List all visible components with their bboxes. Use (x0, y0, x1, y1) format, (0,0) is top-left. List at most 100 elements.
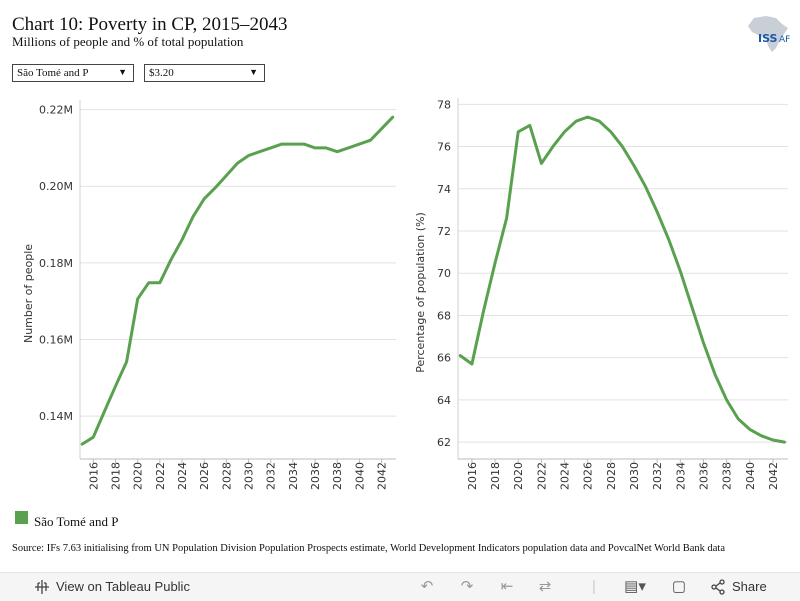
data-point[interactable] (290, 141, 296, 147)
x-tick-label: 2032 (651, 462, 664, 490)
fullscreen-icon[interactable]: ▢ (671, 578, 687, 595)
data-point[interactable] (654, 209, 660, 215)
y-axis-title: Number of people (22, 244, 35, 343)
data-point[interactable] (585, 114, 591, 120)
data-point[interactable] (666, 236, 672, 242)
data-point[interactable] (504, 215, 510, 221)
data-point[interactable] (112, 383, 118, 389)
data-point[interactable] (345, 145, 351, 151)
data-point[interactable] (157, 280, 163, 286)
chart-percentage-of-population: 62 64 66 68 70 72 74 76 78 2016 2018 2020 2022 2024 20… (414, 98, 788, 490)
revert-icon[interactable]: ⇤ (500, 578, 514, 595)
data-point[interactable] (90, 434, 96, 440)
data-point[interactable] (735, 416, 741, 422)
data-point[interactable] (268, 145, 274, 151)
y-tick-label: 0.20M (39, 180, 73, 193)
threshold-dropdown-value: $3.20 (149, 67, 174, 79)
data-point[interactable] (379, 126, 385, 132)
y-tick-label: 78 (437, 98, 451, 111)
y-tick-label: 0.22M (39, 104, 73, 117)
data-point[interactable] (515, 129, 521, 135)
country-dropdown[interactable]: São Tomé and P ▼ (12, 64, 134, 82)
data-point[interactable] (334, 149, 340, 155)
data-point[interactable] (538, 160, 544, 166)
chart-number-of-people: 0.14M 0.16M 0.18M 0.20M 0.22M 2016 2018 2020 202… (22, 100, 396, 490)
data-point[interactable] (573, 118, 579, 124)
data-point[interactable] (201, 196, 207, 202)
data-point[interactable] (367, 137, 373, 143)
x-tick-label: 2030 (243, 462, 256, 490)
data-point[interactable] (724, 397, 730, 403)
x-tick-label: 2024 (559, 462, 572, 490)
source-note: Source: IFs 7.63 initialising from UN Po… (12, 543, 725, 554)
y-axis-title: Percentage of population (%) (414, 212, 427, 373)
refresh-icon[interactable]: ⇄ (538, 578, 552, 595)
y-tick-label: 62 (437, 436, 451, 449)
download-icon[interactable]: ▤▾ (624, 578, 646, 595)
x-tick-label: 2020 (512, 462, 525, 490)
undo-icon[interactable]: ↶ (420, 578, 434, 595)
data-point[interactable] (712, 372, 718, 378)
x-tick-label: 2042 (376, 462, 389, 490)
data-point[interactable] (223, 172, 229, 178)
data-point[interactable] (279, 141, 285, 147)
y-tick-label: 0.16M (39, 333, 73, 346)
share-icon (711, 579, 725, 595)
share-button[interactable]: Share (710, 579, 767, 595)
y-tick-label: 68 (437, 309, 451, 322)
data-point[interactable] (390, 114, 396, 120)
data-point[interactable] (356, 141, 362, 147)
data-point[interactable] (168, 257, 174, 263)
data-point[interactable] (689, 304, 695, 310)
data-point[interactable] (212, 185, 218, 191)
data-point[interactable] (469, 361, 475, 367)
data-point[interactable] (312, 145, 318, 151)
x-tick-label: 2016 (466, 462, 479, 490)
x-tick-label: 2032 (265, 462, 278, 490)
data-point[interactable] (492, 260, 498, 266)
x-tick-label: 2034 (287, 462, 300, 490)
data-point[interactable] (101, 408, 107, 414)
data-point[interactable] (619, 144, 625, 150)
view-on-tableau-link[interactable]: View on Tableau Public (34, 579, 190, 594)
data-point[interactable] (179, 237, 185, 243)
data-point[interactable] (631, 163, 637, 169)
data-point[interactable] (146, 280, 152, 286)
legend-label: São Tomé and P (34, 514, 119, 529)
data-point[interactable] (770, 437, 776, 443)
data-point[interactable] (758, 433, 764, 439)
x-tick-label: 2020 (132, 462, 145, 490)
x-tick-label: 2028 (220, 462, 233, 490)
y-tick-label: 64 (437, 394, 451, 407)
data-point[interactable] (677, 268, 683, 274)
iss-africa-logo[interactable]: ISS AF (744, 14, 792, 54)
data-point[interactable] (135, 296, 141, 302)
data-point[interactable] (79, 441, 85, 447)
redo-icon[interactable]: ↷ (460, 578, 474, 595)
x-tick-label: 2024 (176, 462, 189, 490)
data-point[interactable] (550, 144, 556, 150)
threshold-dropdown[interactable]: $3.20 ▼ (144, 64, 265, 82)
data-point[interactable] (480, 308, 486, 314)
data-point[interactable] (190, 213, 196, 219)
data-point[interactable] (700, 340, 706, 346)
x-tick-label: 2018 (109, 462, 122, 490)
data-point[interactable] (234, 160, 240, 166)
data-point[interactable] (562, 129, 568, 135)
data-point[interactable] (596, 118, 602, 124)
logo-suffix: AF (779, 35, 790, 45)
data-point[interactable] (457, 353, 463, 359)
data-point[interactable] (608, 129, 614, 135)
data-point[interactable] (643, 184, 649, 190)
x-tick-label: 2030 (628, 462, 641, 490)
data-point[interactable] (301, 141, 307, 147)
data-point[interactable] (257, 149, 263, 155)
x-tick-label: 2026 (198, 462, 211, 490)
data-point[interactable] (747, 426, 753, 432)
series-line (458, 115, 786, 444)
data-point[interactable] (124, 359, 130, 365)
data-point[interactable] (323, 145, 329, 151)
data-point[interactable] (527, 122, 533, 128)
data-point[interactable] (246, 153, 252, 159)
data-point[interactable] (782, 439, 788, 445)
